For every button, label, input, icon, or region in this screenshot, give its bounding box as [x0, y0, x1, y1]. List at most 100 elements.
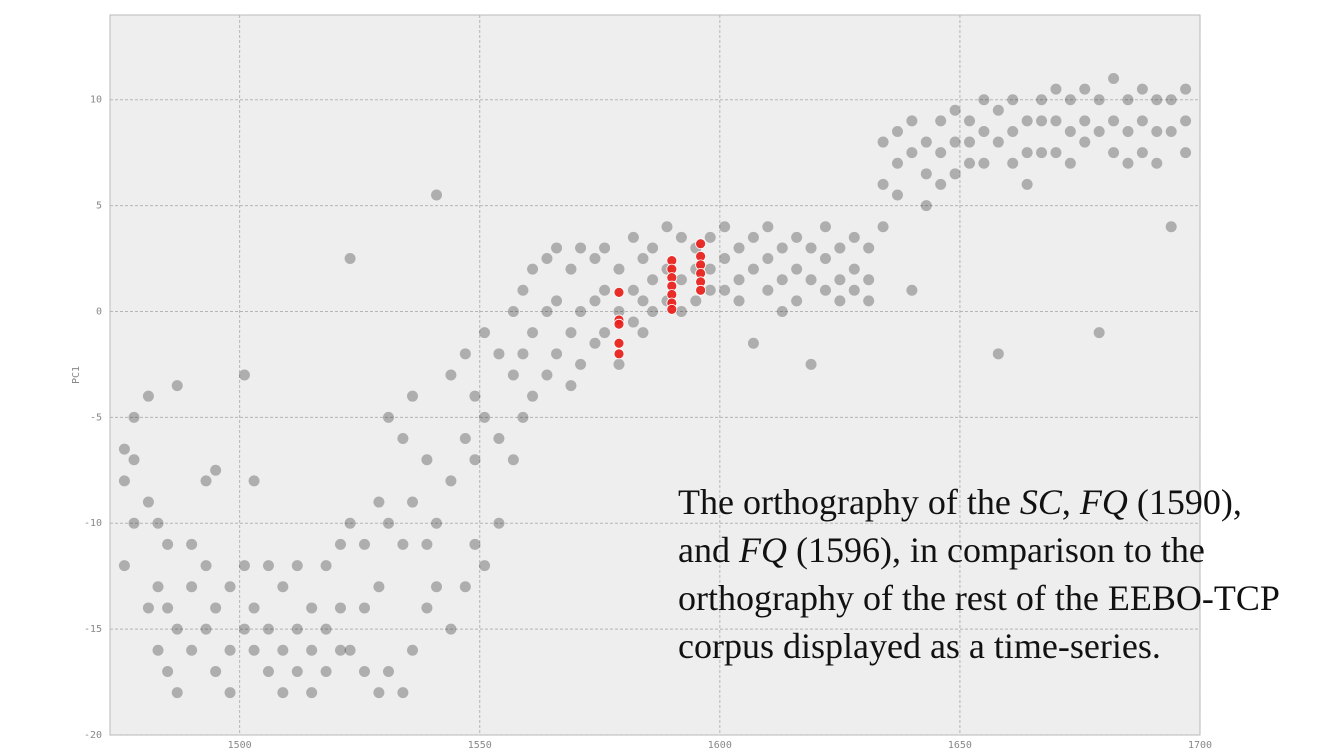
- point: [224, 644, 236, 656]
- point: [964, 136, 976, 148]
- point: [1036, 115, 1048, 127]
- points: [118, 73, 1192, 699]
- point: [791, 295, 803, 307]
- point: [186, 538, 198, 550]
- point: [507, 454, 519, 466]
- point: [1093, 327, 1105, 339]
- point: [200, 623, 212, 635]
- point: [291, 623, 303, 635]
- point: [186, 644, 198, 656]
- point: [210, 464, 222, 476]
- point: [776, 242, 788, 254]
- point: [776, 305, 788, 317]
- point: [334, 644, 346, 656]
- point: [613, 263, 625, 275]
- point: [527, 263, 539, 275]
- point: [949, 136, 961, 148]
- point: [920, 168, 932, 180]
- point: [320, 665, 332, 677]
- point: [747, 337, 759, 349]
- annotation-text: FQ: [1079, 482, 1128, 522]
- point: [1079, 115, 1091, 127]
- point: [647, 305, 659, 317]
- grid: [110, 15, 1201, 736]
- annotation-text: (1596), in comparison to the orthography…: [678, 530, 1279, 666]
- point: [407, 496, 419, 508]
- point: [848, 263, 860, 275]
- point: [541, 305, 553, 317]
- y-tick-label: 0: [96, 306, 102, 317]
- point: [142, 602, 154, 614]
- point: [469, 538, 481, 550]
- point: [920, 136, 932, 148]
- point: [964, 157, 976, 169]
- point: [891, 125, 903, 137]
- point: [992, 104, 1004, 116]
- point: [517, 411, 529, 423]
- point: [891, 189, 903, 201]
- point: [733, 295, 745, 307]
- point: [978, 125, 990, 137]
- point: [1151, 125, 1163, 137]
- point: [210, 665, 222, 677]
- point: [128, 411, 140, 423]
- plot-area: [109, 14, 1201, 736]
- point: [517, 348, 529, 360]
- point: [791, 263, 803, 275]
- annotation-text: SC: [1019, 482, 1062, 522]
- point: [1165, 94, 1177, 106]
- point: [171, 623, 183, 635]
- point: [1151, 94, 1163, 106]
- point: [469, 454, 481, 466]
- point: [1180, 147, 1192, 159]
- point: [719, 221, 731, 233]
- point: [565, 380, 577, 392]
- point: [1007, 125, 1019, 137]
- point: [373, 581, 385, 593]
- point: [1108, 147, 1120, 159]
- point: [238, 369, 250, 381]
- point: [863, 274, 875, 286]
- point: [493, 517, 505, 529]
- point: [248, 475, 260, 487]
- point: [445, 623, 457, 635]
- point: [1064, 94, 1076, 106]
- point: [407, 644, 419, 656]
- point: [791, 231, 803, 243]
- point: [397, 538, 409, 550]
- point: [949, 104, 961, 116]
- point: [118, 560, 130, 572]
- point: [1165, 221, 1177, 233]
- point: [575, 358, 587, 370]
- annotation-text: ,: [1061, 482, 1080, 522]
- point: [373, 687, 385, 699]
- y-tick-label: -20: [84, 730, 102, 741]
- point: [627, 231, 639, 243]
- point: [431, 189, 443, 201]
- point: [675, 231, 687, 243]
- point: [978, 157, 990, 169]
- point: [224, 581, 236, 593]
- point: [834, 274, 846, 286]
- point: [1136, 115, 1148, 127]
- point: [334, 538, 346, 550]
- point: [1122, 94, 1134, 106]
- point: [320, 623, 332, 635]
- point: [719, 284, 731, 296]
- point: [517, 284, 529, 296]
- point: [964, 115, 976, 127]
- y-tick-label: 5: [96, 201, 102, 212]
- point: [421, 538, 433, 550]
- point: [1108, 115, 1120, 127]
- point: [431, 581, 443, 593]
- point: [647, 242, 659, 254]
- point: [747, 231, 759, 243]
- point: [142, 390, 154, 402]
- point: [1151, 157, 1163, 169]
- point: [661, 221, 673, 233]
- point: [383, 665, 395, 677]
- x-tick-label: 1600: [708, 740, 732, 750]
- point: [762, 253, 774, 265]
